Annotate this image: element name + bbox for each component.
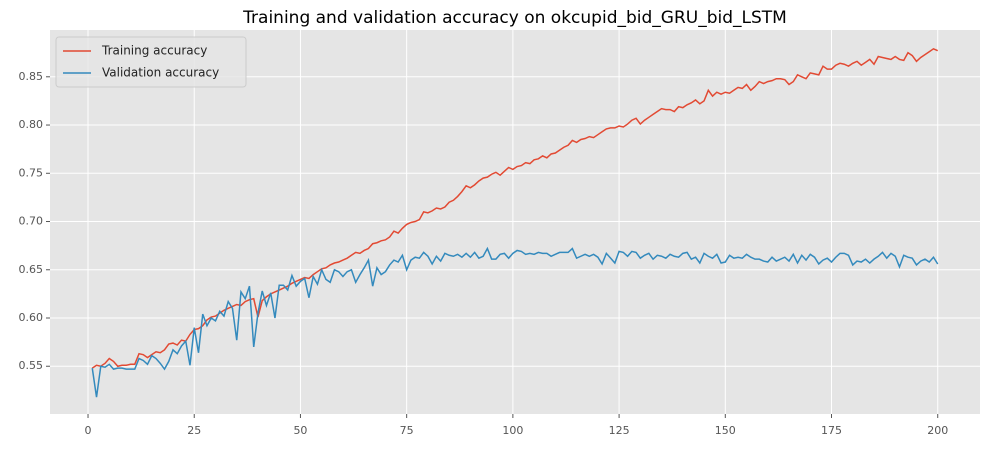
x-tick-label: 150 (715, 424, 736, 437)
x-tick-label: 175 (821, 424, 842, 437)
legend-label: Training accuracy (101, 44, 207, 58)
chart-title: Training and validation accuracy on okcu… (242, 8, 787, 28)
y-tick-label: 0.85 (19, 70, 44, 83)
x-tick-label: 125 (609, 424, 630, 437)
y-tick-label: 0.80 (19, 118, 44, 131)
legend-box (55, 36, 247, 88)
x-tick-label: 50 (293, 424, 307, 437)
x-tick-label: 200 (927, 424, 948, 437)
y-tick-label: 0.55 (19, 359, 44, 372)
y-tick-label: 0.65 (19, 263, 44, 276)
y-tick-label: 0.60 (19, 311, 44, 324)
series-line (91, 246, 939, 398)
series-line (91, 47, 939, 369)
y-tick-label: 0.75 (19, 166, 44, 179)
legend-label: Validation accuracy (102, 66, 219, 80)
x-tick-label: 25 (187, 424, 201, 437)
x-tick-label: 0 (85, 424, 92, 437)
x-tick-label: 100 (502, 424, 523, 437)
y-tick-label: 0.70 (19, 215, 44, 228)
x-tick-label: 75 (400, 424, 414, 437)
